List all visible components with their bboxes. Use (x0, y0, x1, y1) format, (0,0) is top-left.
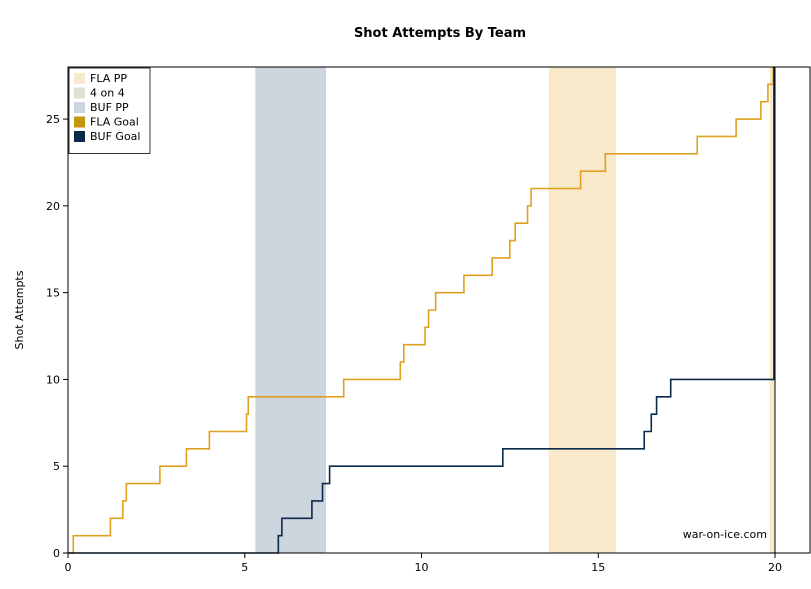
legend-swatch (74, 73, 85, 84)
plot-frame (67, 66, 811, 554)
x-tick-label: 5 (241, 561, 248, 574)
legend-label: BUF PP (90, 101, 129, 114)
y-tick-label: 25 (46, 113, 60, 126)
power-play-bands (255, 67, 775, 553)
y-tick-label: 10 (46, 373, 60, 386)
watermark-text: war-on-ice.com (683, 528, 767, 541)
legend-label: BUF Goal (90, 130, 140, 143)
series-line-buf (68, 67, 775, 554)
legend-swatch (74, 131, 85, 142)
band-fla-pp-1 (548, 67, 616, 553)
x-tick-label: 0 (65, 561, 72, 574)
legend-swatch (74, 116, 85, 128)
legend-swatch (74, 87, 85, 99)
y-axis-label: Shot Attempts (13, 270, 26, 349)
series-lines (68, 66, 776, 554)
y-tick-label: 15 (46, 287, 60, 300)
x-tick-label: 15 (591, 561, 605, 574)
x-axis-ticks: 0 5 10 15 20 (65, 553, 782, 574)
series-line-fla (68, 66, 775, 554)
legend-label: FLA PP (90, 72, 127, 85)
y-tick-label: 20 (46, 200, 60, 213)
chart-title: Shot Attempts By Team (354, 26, 526, 41)
legend-label: 4 on 4 (90, 87, 125, 100)
band-fla-pp-2 (769, 67, 775, 553)
band-buf-pp-0 (255, 67, 327, 553)
legend-label: FLA Goal (90, 116, 139, 129)
x-tick-label: 10 (415, 561, 429, 574)
y-tick-label: 5 (53, 460, 60, 473)
y-axis-ticks: 0 5 10 15 20 25 (46, 113, 68, 560)
y-tick-label: 0 (53, 547, 60, 560)
x-tick-label: 20 (768, 561, 782, 574)
legend-swatch (74, 102, 85, 113)
